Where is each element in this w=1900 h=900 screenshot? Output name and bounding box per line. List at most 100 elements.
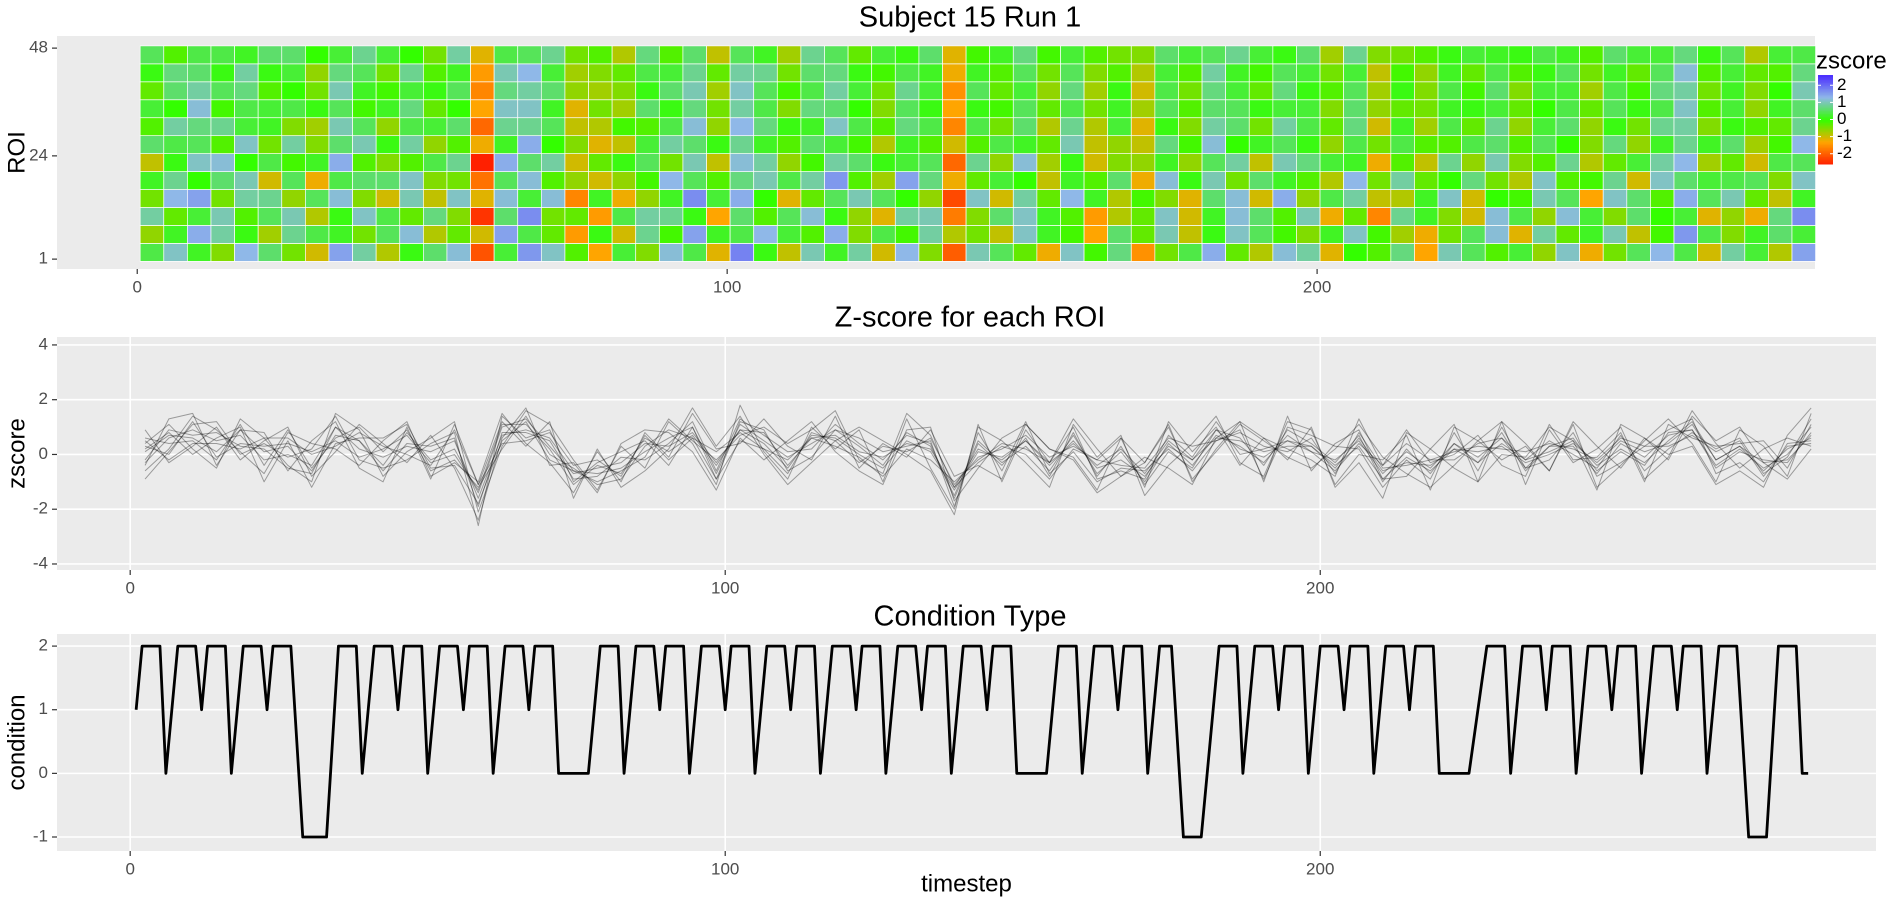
heat-cell	[1484, 225, 1510, 244]
heat-cell	[1697, 63, 1722, 83]
heat-cell	[1626, 153, 1651, 172]
heat-cell	[1390, 63, 1415, 83]
heat-cell	[328, 189, 353, 208]
heat-cell	[1414, 81, 1439, 101]
heat-cell	[517, 99, 542, 119]
heat-cell	[776, 117, 802, 137]
heat-cell	[446, 117, 471, 137]
heat-cell	[871, 171, 896, 190]
heat-cell	[682, 99, 707, 119]
heat-cell	[210, 153, 235, 172]
heat-cell	[564, 99, 589, 119]
heat-cell	[1296, 153, 1321, 172]
heat-cell	[1154, 117, 1179, 137]
heat-cell	[1036, 243, 1061, 262]
heat-cell	[1012, 189, 1038, 208]
heat-cell	[1626, 225, 1651, 244]
heat-cell	[1178, 45, 1203, 65]
colorbar	[1818, 159, 1833, 162]
heat-cell	[635, 225, 660, 244]
heat-cell	[1626, 99, 1651, 119]
heat-cell	[446, 153, 471, 172]
heat-cell	[422, 225, 448, 244]
heat-cell	[210, 207, 235, 226]
heat-cell	[139, 45, 165, 65]
heat-cell	[965, 207, 991, 226]
heat-cell	[1012, 99, 1038, 119]
colorbar	[1818, 86, 1833, 89]
heat-cell	[753, 171, 778, 190]
heat-cell	[1272, 171, 1297, 190]
heat-cell	[894, 225, 920, 244]
heat-cell	[1673, 171, 1698, 190]
heat-cell	[918, 189, 943, 208]
heat-cell	[1720, 153, 1746, 172]
heat-cell	[1060, 243, 1085, 262]
heat-cell	[658, 45, 684, 65]
heat-cell	[1650, 207, 1675, 226]
heat-cell	[1744, 63, 1769, 83]
heat-cell	[847, 63, 873, 83]
heat-cell	[1343, 63, 1368, 83]
legend-title: zscore	[1816, 47, 1887, 74]
heat-cell	[1225, 99, 1250, 119]
heat-cell	[1602, 81, 1628, 101]
heat-cell	[1602, 135, 1628, 154]
heat-cell	[281, 171, 306, 190]
heat-cell	[658, 207, 684, 226]
heat-cell	[257, 99, 283, 119]
heat-cell	[1791, 135, 1816, 154]
heat-cell	[1366, 243, 1392, 262]
heat-cell	[1083, 171, 1109, 190]
heat-cell	[187, 99, 212, 119]
heat-cell	[611, 63, 637, 83]
heat-cell	[352, 207, 377, 226]
heat-cell	[163, 81, 188, 101]
heat-cell	[1201, 189, 1227, 208]
colorbar	[1818, 140, 1833, 143]
heat-cell	[1508, 117, 1533, 137]
heat-cell	[1791, 207, 1816, 226]
heat-cell	[375, 99, 401, 119]
heat-cell	[1414, 45, 1439, 65]
heat-cell	[1201, 153, 1227, 172]
heat-cell	[257, 243, 283, 262]
heat-cell	[257, 225, 283, 244]
heat-cell	[588, 207, 613, 226]
heat-cell	[942, 99, 967, 119]
heat-cell	[422, 45, 448, 65]
heat-cell	[1720, 99, 1746, 119]
colorbar	[1818, 88, 1833, 91]
heat-cell	[446, 225, 471, 244]
heat-cell	[894, 45, 920, 65]
heat-cell	[1296, 225, 1321, 244]
heat-cell	[1272, 81, 1297, 101]
heat-cell	[682, 225, 707, 244]
colorbar	[1818, 116, 1833, 119]
heat-cell	[564, 45, 589, 65]
heat-cell	[800, 135, 825, 154]
heat-cell	[305, 81, 330, 101]
heat-cell	[1697, 207, 1722, 226]
heat-cell	[1343, 45, 1368, 65]
legend-label: 0	[1837, 109, 1846, 128]
heat-cell	[1083, 225, 1109, 244]
roi-line	[144, 410, 1812, 505]
heat-cell	[847, 189, 873, 208]
heat-cell	[658, 117, 684, 137]
heat-cell	[1366, 207, 1392, 226]
heat-cell	[1272, 243, 1297, 262]
heat-cell	[493, 135, 519, 154]
heat-cell	[1579, 45, 1604, 65]
heat-cell	[706, 81, 731, 101]
heat-cell	[1319, 45, 1344, 65]
heat-cell	[635, 117, 660, 137]
heat-cell	[163, 63, 188, 83]
heat-cell	[1414, 207, 1439, 226]
colorbar	[1818, 98, 1833, 101]
heat-cell	[1484, 45, 1510, 65]
heat-cell	[493, 117, 519, 137]
roi-line	[144, 407, 1812, 516]
heat-cell	[1178, 207, 1203, 226]
heat-cell	[493, 153, 519, 172]
